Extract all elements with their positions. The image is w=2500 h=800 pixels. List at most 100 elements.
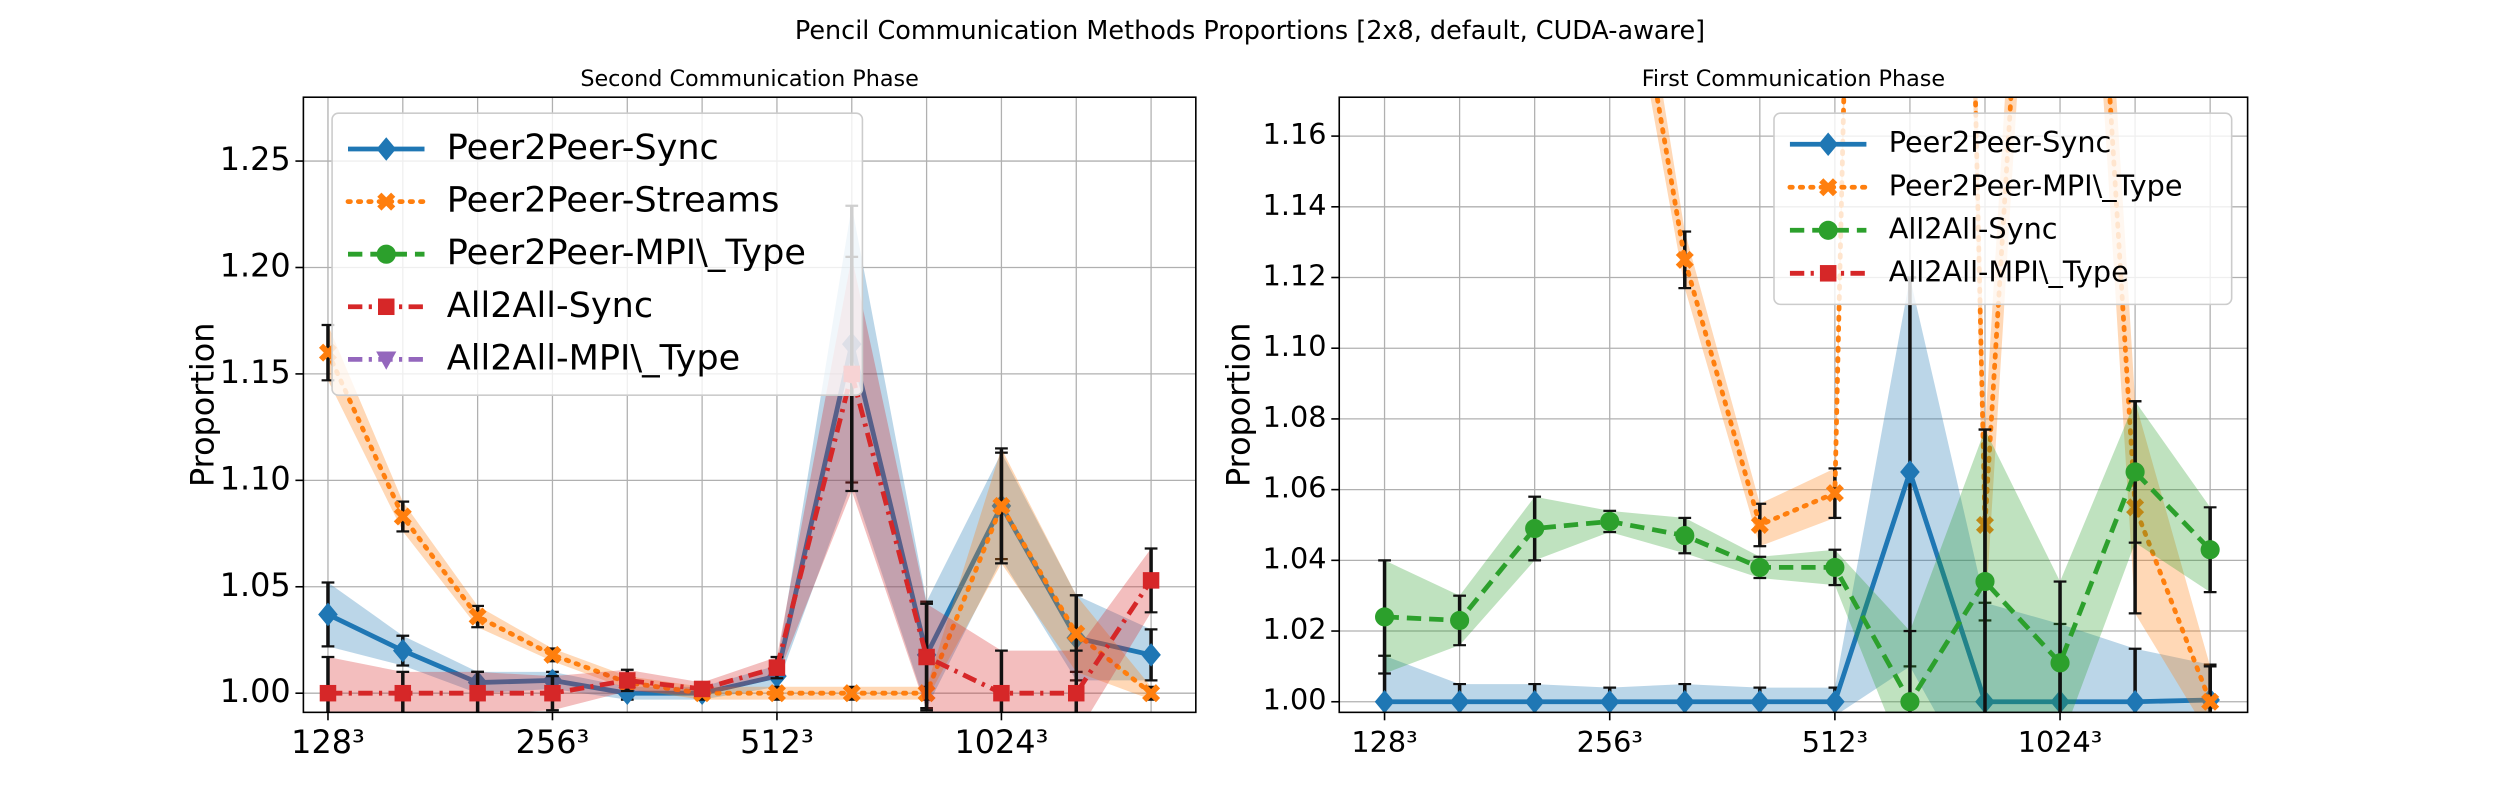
axes: Second Communication Phase Proportion 1.00… (184, 66, 1197, 761)
marker (1374, 607, 1395, 627)
y-tick-label: 1.10 (220, 459, 291, 497)
marker (1450, 610, 1470, 630)
marker (1825, 557, 1845, 577)
series-line (1654, 97, 2213, 705)
error-band (1384, 277, 2211, 713)
marker (1750, 557, 1770, 577)
marker (469, 684, 486, 702)
marker (842, 684, 861, 703)
marker (1750, 515, 1769, 534)
y-tick-label: 1.15 (220, 353, 291, 391)
y-axis-label: Proportion (1219, 323, 1257, 487)
axes-frame (1338, 96, 2249, 714)
y-tick-label: 1.10 (1263, 329, 1327, 363)
marker (378, 298, 395, 316)
legend-label: Peer2Peer-Sync (447, 127, 719, 168)
y-tick-label: 1.05 (220, 566, 291, 604)
legend-label: All2All-MPI\_Type (447, 337, 740, 378)
axes-title: Second Communication Phase (580, 66, 919, 92)
legend: Peer2Peer-Sync Peer2Peer-MPI\_Type All2All… (1773, 112, 2233, 306)
marker (376, 351, 397, 370)
marker (318, 602, 338, 627)
marker (543, 645, 562, 664)
marker (2125, 462, 2145, 482)
marker (1600, 511, 1620, 532)
legend-label: Peer2Peer-Sync (1889, 125, 2112, 159)
x-tick-label: 1024³ (2018, 725, 2102, 759)
marker (2050, 653, 2070, 673)
marker (1818, 220, 1838, 240)
marker (918, 648, 935, 666)
legend-label: Peer2Peer-MPI\_Type (447, 232, 806, 273)
marker (1819, 265, 1837, 282)
marker (376, 137, 397, 161)
marker (319, 684, 337, 702)
legend-frame (1773, 112, 2233, 306)
error-band (1384, 401, 2211, 713)
marker (1141, 643, 1161, 667)
marker (1900, 460, 1920, 484)
y-axis-label: Proportion (184, 323, 222, 487)
marker (768, 659, 786, 676)
marker (1675, 250, 1694, 269)
legend-label: All2All-Sync (1889, 211, 2058, 245)
marker (993, 684, 1010, 702)
x-tick-label: 128³ (291, 723, 365, 761)
marker (393, 507, 412, 526)
y-tick-label: 1.04 (1263, 541, 1327, 575)
axes-frame (302, 96, 1197, 714)
marker (376, 244, 396, 264)
marker (377, 192, 396, 211)
series-line (1384, 467, 2212, 707)
marker (1900, 692, 1920, 712)
legend-label: Peer2Peer-Streams (447, 180, 780, 221)
y-tick-label: 1.16 (1263, 117, 1327, 151)
series-line (327, 364, 1154, 696)
axes-title: First Communication Phase (1642, 66, 1945, 92)
x-tick-label: 128³ (1351, 725, 1417, 759)
marker (1142, 572, 1160, 589)
y-tick-label: 1.25 (220, 140, 291, 178)
y-tick-label: 1.02 (1263, 612, 1327, 646)
figure-title: Pencil Communication Methods Proportions… (795, 16, 1705, 46)
marker (619, 672, 636, 689)
marker (767, 684, 786, 703)
legend: Peer2Peer-Sync Peer2Peer-Streams Peer2Peer… (331, 112, 864, 397)
marker (2200, 540, 2220, 560)
x-tick-label: 256³ (1577, 725, 1643, 759)
x-tick-label: 512³ (740, 723, 814, 761)
legend-label: All2All-Sync (447, 285, 653, 326)
marker (1825, 484, 1844, 503)
plot-area (1374, 97, 2220, 713)
marker (1818, 132, 1838, 156)
y-tick-label: 1.20 (220, 246, 291, 284)
y-tick-label: 1.06 (1263, 471, 1327, 505)
x-tick-label: 512³ (1802, 725, 1868, 759)
y-tick-label: 1.00 (1263, 683, 1327, 717)
marker (1675, 526, 1695, 546)
marker (1067, 624, 1086, 643)
marker (394, 684, 412, 702)
legend-label: Peer2Peer-MPI\_Type (1889, 168, 2183, 202)
marker (1525, 518, 1545, 539)
marker (1975, 571, 1995, 592)
error-band (327, 256, 1152, 713)
marker (693, 680, 711, 698)
marker (1142, 684, 1161, 703)
x-tick-label: 1024³ (954, 723, 1048, 761)
x-tick-label: 256³ (516, 723, 590, 761)
marker (1819, 178, 1838, 197)
marker (992, 496, 1011, 515)
axes: First Communication Phase Proportion 1.00 1… (1219, 66, 2249, 759)
marker (392, 638, 413, 663)
marker (544, 684, 561, 702)
y-tick-label: 1.14 (1263, 188, 1327, 222)
marker (2201, 692, 2220, 711)
y-tick-label: 1.08 (1263, 400, 1327, 434)
series-line (325, 350, 1154, 696)
marker (468, 607, 487, 626)
error-band (327, 205, 1152, 709)
legend-label: All2All-MPI\_Type (1889, 254, 2129, 288)
